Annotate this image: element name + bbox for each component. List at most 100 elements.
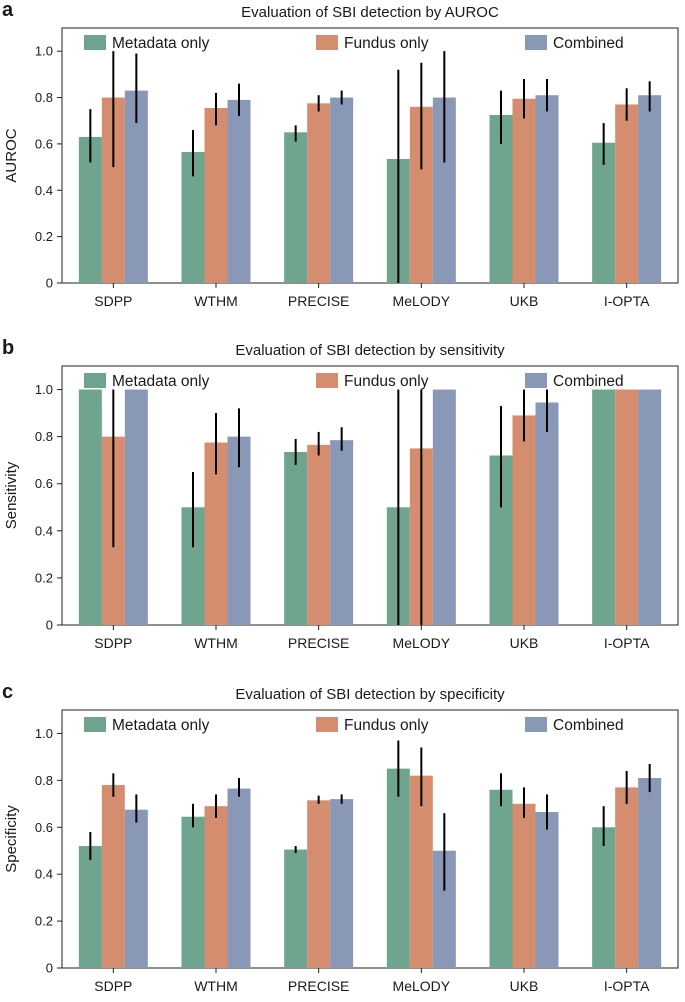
bar-combined [124,809,148,968]
legend-swatch [525,35,547,50]
bar-fundus-only [307,444,331,625]
y-axis-label: Specificity [3,805,20,873]
bar-combined [330,799,354,968]
bar-metadata-only [489,455,513,625]
bar-fundus-only [307,800,331,968]
bar-fundus-only [409,106,433,284]
x-tick-label: WTHM [194,978,238,994]
bar-metadata-only [181,152,205,283]
x-tick-label: PRECISE [288,978,349,994]
legend-label: Metadata only [112,373,210,390]
y-tick-label: 0.8 [35,773,53,788]
bar-fundus-only [615,389,639,625]
bar-metadata-only [284,132,308,283]
y-tick-label: 1.0 [35,382,53,397]
bar-fundus-only [615,104,639,283]
y-tick-label: 0.2 [35,914,53,929]
bar-combined [432,389,456,625]
legend-swatch [84,717,106,732]
bar-combined [227,788,251,968]
plot-frame [61,709,679,969]
x-tick-label: I-OPTA [604,635,650,651]
bar-metadata-only [592,389,616,625]
bar-combined [432,850,456,968]
y-tick-label: 1.0 [35,726,53,741]
bar-combined [535,402,559,625]
y-axis-label: Sensitivity [3,461,20,529]
legend-swatch [316,717,338,732]
bar-fundus-only [512,415,536,625]
x-tick-label: PRECISE [288,635,349,651]
x-tick-label: WTHM [194,635,238,651]
legend-label: Combined [553,717,624,734]
x-tick-label: SDPP [94,978,132,994]
bar-metadata-only [592,827,616,968]
bar-metadata-only [284,451,308,625]
y-tick-label: 0.8 [35,90,53,105]
bar-combined [432,97,456,283]
legend-label: Fundus only [344,373,429,390]
y-tick-label: 0.4 [35,183,53,198]
legend-label: Metadata only [112,35,210,52]
y-tick-label: 0.2 [35,570,53,585]
x-tick-label: SDPP [94,635,132,651]
chart-title: Evaluation of SBI detection by specifici… [235,686,505,703]
bar-metadata-only [489,114,513,283]
y-tick-label: 0 [46,276,53,291]
bar-combined [330,440,354,625]
legend-swatch [316,373,338,388]
bar-metadata-only [181,507,205,625]
y-axis-label: AUROC [3,128,20,182]
y-tick-label: 0.8 [35,429,53,444]
legend-swatch [525,717,547,732]
bar-fundus-only [615,787,639,968]
chart-panel-c: c Evaluation of SBI detection by specific… [2,681,679,994]
bar-fundus-only [101,97,125,283]
x-tick-label: MeLODY [393,293,451,309]
plot-frame [61,27,679,284]
y-tick-label: 0.4 [35,523,53,538]
legend-swatch [84,373,106,388]
bar-metadata-only [592,142,616,283]
bar-metadata-only [284,849,308,968]
x-tick-label: UKB [510,978,539,994]
x-tick-label: UKB [510,293,539,309]
legend-label: Metadata only [112,717,210,734]
legend-label: Fundus only [344,717,429,734]
bar-combined [330,97,354,283]
y-tick-label: 1.0 [35,44,53,59]
chart-panel-b: b Evaluation of SBI detection by sensitiv… [2,337,679,651]
bar-fundus-only [409,775,433,968]
bar-fundus-only [204,806,228,968]
bar-fundus-only [512,98,536,283]
bar-combined [124,90,148,283]
bar-fundus-only [204,107,228,284]
panel-letter: b [2,337,14,359]
y-tick-label: 0.6 [35,136,53,151]
legend-label: Fundus only [344,35,429,52]
legend-label: Combined [553,373,624,390]
y-tick-label: 0.4 [35,867,53,882]
bar-combined [638,778,662,968]
y-tick-label: 0 [46,961,53,976]
chart-title: Evaluation of SBI detection by AUROC [241,4,499,21]
panel-letter: c [2,681,13,703]
bar-combined [227,436,251,625]
bar-combined [535,95,559,284]
y-tick-label: 0.6 [35,820,53,835]
plot-frame [61,365,679,626]
bar-metadata-only [181,816,205,968]
bar-combined [227,99,251,283]
panel-letter: a [2,0,14,21]
bar-fundus-only [204,442,228,625]
bar-metadata-only [78,846,102,968]
x-tick-label: WTHM [194,293,238,309]
y-tick-label: 0.2 [35,229,53,244]
bar-fundus-only [512,803,536,968]
bar-fundus-only [307,103,331,283]
bar-combined [124,389,148,625]
x-tick-label: I-OPTA [604,293,650,309]
legend-swatch [525,373,547,388]
bar-metadata-only [78,136,102,283]
bar-metadata-only [386,768,410,968]
